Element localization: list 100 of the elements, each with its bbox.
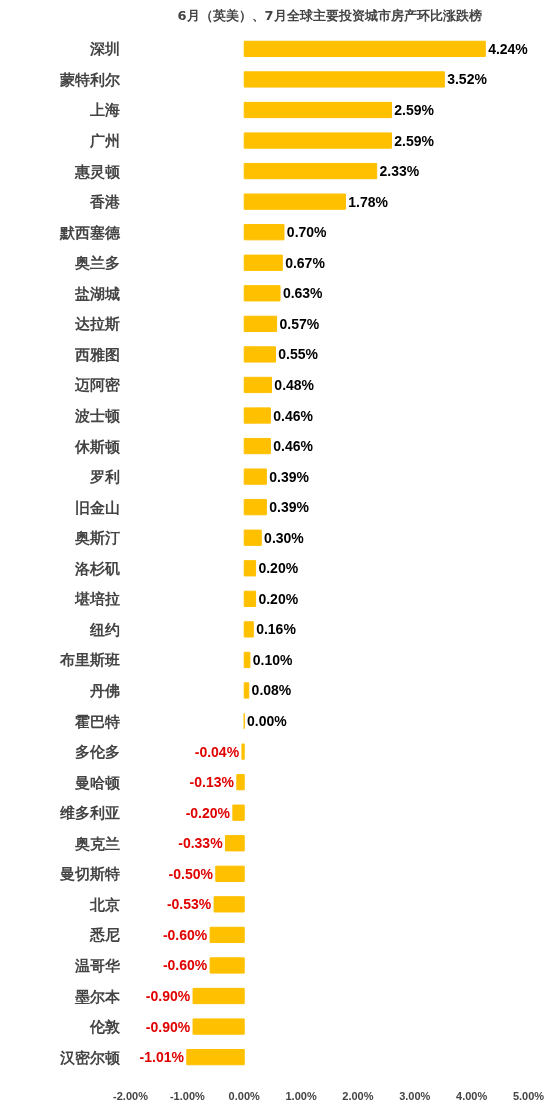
bar xyxy=(243,315,278,332)
bar xyxy=(215,865,245,882)
y-tick-label: 奥兰多 xyxy=(73,254,120,272)
bar xyxy=(243,254,283,271)
y-tick-label: 纽约 xyxy=(88,620,120,638)
bar xyxy=(243,71,445,88)
y-tick-label: 布里斯班 xyxy=(58,651,120,669)
x-tick-label: 2.00% xyxy=(342,1089,374,1102)
y-tick-label: 曼哈顿 xyxy=(73,773,121,791)
data-label: 0.16% xyxy=(256,621,297,638)
data-label: -0.90% xyxy=(145,988,191,1005)
bar xyxy=(224,835,245,852)
x-tick-label: 5.00% xyxy=(512,1089,545,1102)
data-label: 1.78% xyxy=(348,193,389,210)
x-tick-label: 3.00% xyxy=(399,1089,431,1102)
bar xyxy=(243,40,486,58)
y-tick-label: 堪培拉 xyxy=(73,590,120,608)
bar xyxy=(243,101,392,119)
y-tick-label: 北京 xyxy=(88,895,120,913)
y-tick-label: 深圳 xyxy=(88,40,120,58)
y-tick-label: 旧金山 xyxy=(74,498,120,516)
data-label: 2.59% xyxy=(394,101,435,118)
data-label: 3.52% xyxy=(447,71,488,88)
data-label: -0.90% xyxy=(145,1018,191,1035)
data-label: 2.59% xyxy=(394,132,435,149)
bar xyxy=(243,560,257,577)
y-tick-label: 盐湖城 xyxy=(73,284,120,302)
data-label: -0.04% xyxy=(194,743,240,760)
y-tick-label: 多伦多 xyxy=(74,743,120,761)
bar xyxy=(192,1018,245,1035)
data-label: 2.33% xyxy=(379,163,420,180)
x-tick-label: 1.00% xyxy=(285,1089,317,1102)
data-label: -0.53% xyxy=(166,896,212,913)
y-tick-label: 惠灵顿 xyxy=(73,162,121,180)
bar xyxy=(243,224,285,241)
data-label: -0.60% xyxy=(162,926,208,943)
data-label: 0.67% xyxy=(285,254,326,271)
bar xyxy=(241,743,245,760)
bar xyxy=(213,896,245,913)
data-label: 4.24% xyxy=(488,40,529,57)
y-tick-label: 默西塞德 xyxy=(58,223,121,241)
y-tick-label: 休斯顿 xyxy=(73,437,121,455)
bar xyxy=(243,346,276,363)
x-tick-label: -1.00% xyxy=(169,1089,205,1102)
y-tick-label: 香港 xyxy=(88,193,121,211)
data-label: -0.50% xyxy=(168,865,214,882)
data-label: 0.46% xyxy=(273,407,314,424)
y-tick-label: 悉尼 xyxy=(88,926,120,944)
y-tick-label: 奥斯汀 xyxy=(73,529,120,547)
data-label: 0.30% xyxy=(264,529,305,546)
data-label: 0.39% xyxy=(269,499,310,516)
bar xyxy=(243,651,251,669)
bar xyxy=(243,285,281,302)
data-label: 0.08% xyxy=(251,682,292,699)
y-tick-label: 霍巴特 xyxy=(73,712,120,730)
data-label: -0.33% xyxy=(178,835,224,852)
y-tick-label: 洛杉矶 xyxy=(73,559,120,577)
bar xyxy=(243,132,392,149)
data-label: 0.20% xyxy=(258,590,299,607)
data-label: 0.00% xyxy=(247,713,288,730)
data-label: 0.55% xyxy=(278,346,319,363)
y-tick-label: 迈阿密 xyxy=(73,376,121,394)
data-label: 0.63% xyxy=(282,285,324,302)
bar xyxy=(232,804,245,821)
y-tick-label: 曼切斯特 xyxy=(58,865,120,883)
y-tick-label: 达拉斯 xyxy=(73,315,120,333)
bar xyxy=(243,499,267,516)
data-label: 0.20% xyxy=(258,560,299,577)
x-tick-label: -2.00% xyxy=(113,1089,149,1102)
bar xyxy=(186,1048,245,1066)
y-tick-label: 维多利亚 xyxy=(58,804,120,822)
chart-title: 6月（英美）、7月全球主要投资城市房产环比涨跌榜 xyxy=(177,7,482,23)
bar xyxy=(243,682,250,699)
y-tick-label: 墨尔本 xyxy=(73,987,121,1005)
data-label: 0.39% xyxy=(269,468,310,485)
data-label: -1.01% xyxy=(139,1049,185,1066)
data-label: -0.20% xyxy=(185,804,231,821)
y-tick-label: 广州 xyxy=(88,132,120,150)
y-tick-label: 奥克兰 xyxy=(73,834,120,852)
y-tick-label: 蒙特利尔 xyxy=(58,70,121,88)
y-tick-label: 罗利 xyxy=(88,468,120,486)
bar xyxy=(209,926,245,944)
data-label: 0.70% xyxy=(286,224,328,241)
bar xyxy=(243,590,257,607)
y-tick-label: 丹佛 xyxy=(88,681,120,699)
y-tick-label: 上海 xyxy=(88,101,120,119)
data-label: 0.48% xyxy=(274,376,315,393)
data-label: -0.60% xyxy=(162,957,208,974)
x-tick-label: 4.00% xyxy=(456,1089,488,1102)
data-label: -0.13% xyxy=(189,774,235,791)
data-label: 0.46% xyxy=(273,438,314,455)
bar xyxy=(192,987,245,1005)
y-tick-label: 汉密尔顿 xyxy=(58,1048,121,1066)
data-label: 0.57% xyxy=(279,315,320,332)
x-tick-label: 0.00% xyxy=(228,1089,261,1102)
y-tick-label: 波士顿 xyxy=(73,407,121,425)
y-tick-label: 伦敦 xyxy=(88,1018,121,1036)
bar xyxy=(243,407,271,424)
data-label: 0.10% xyxy=(252,651,293,668)
bar xyxy=(243,376,273,394)
